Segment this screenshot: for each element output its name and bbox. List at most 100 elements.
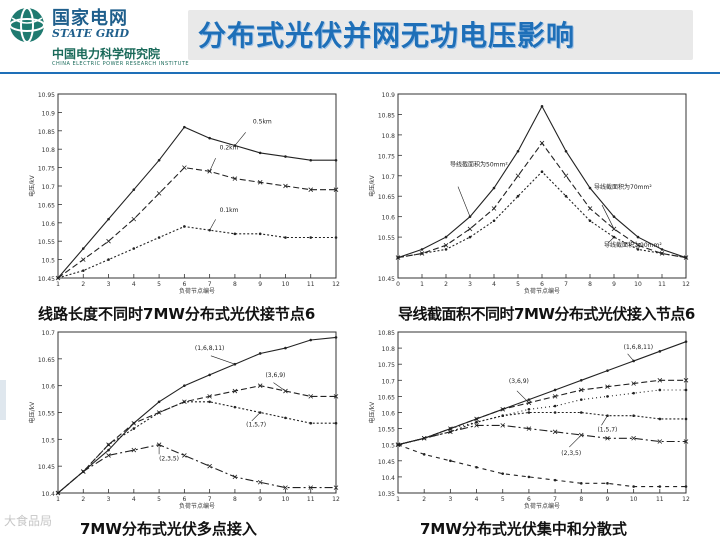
data-point — [207, 168, 212, 174]
data-point — [183, 384, 186, 387]
data-point — [631, 435, 636, 441]
data-point — [635, 243, 641, 248]
data-point — [308, 485, 314, 490]
series-line — [57, 126, 336, 279]
institute-name-cn: 中国电力科学研究院 — [52, 47, 161, 61]
data-point — [183, 125, 186, 129]
data-point — [207, 394, 212, 399]
data-point — [283, 183, 288, 189]
x-tick-label: 6 — [182, 496, 186, 503]
x-tick-label: 9 — [612, 281, 616, 288]
x-tick-label: 8 — [233, 496, 237, 503]
side-tab — [0, 380, 6, 420]
data-point — [232, 474, 238, 480]
data-point — [683, 378, 689, 383]
y-tick-label: 10.85 — [38, 129, 55, 136]
data-point — [657, 378, 663, 383]
data-point — [563, 173, 569, 179]
data-point — [540, 170, 544, 173]
data-point — [334, 336, 338, 339]
data-point — [684, 256, 688, 259]
data-point — [258, 352, 262, 355]
data-point — [578, 387, 584, 393]
x-tick-label: 5 — [501, 496, 505, 503]
data-point — [449, 459, 452, 463]
x-tick-label: 11 — [656, 496, 664, 503]
data-point — [606, 395, 609, 398]
data-point — [422, 453, 426, 456]
x-tick-label: 9 — [258, 496, 262, 503]
data-point — [443, 243, 449, 248]
x-tick-label: 2 — [422, 496, 426, 503]
data-point — [474, 416, 479, 422]
label-leader — [601, 415, 608, 426]
y-tick-label: 10.8 — [382, 133, 396, 140]
x-axis-label: 负荷节点编号 — [524, 502, 560, 510]
x-tick-label: 1 — [420, 281, 424, 288]
data-point — [131, 420, 137, 426]
data-point — [208, 136, 211, 140]
series-line — [397, 105, 687, 259]
y-axis-label: 电压/kV — [368, 174, 376, 196]
series-label: (1,5,7) — [246, 422, 266, 429]
data-point — [55, 490, 61, 496]
chart-panel-cross-section: 10.45 10.55 10.6 10.65 10.7 10.75 10.8 10.85 10.… — [360, 88, 700, 296]
data-point — [468, 235, 472, 239]
data-point — [257, 383, 263, 388]
data-point — [579, 411, 583, 414]
data-point — [492, 219, 496, 223]
series-label: 0.5km — [253, 119, 272, 126]
x-tick-label: 10 — [282, 496, 290, 503]
x-tick-label: 6 — [182, 281, 186, 288]
series-line — [397, 341, 687, 446]
data-point — [605, 435, 610, 441]
data-point — [631, 381, 636, 386]
x-tick-label: 4 — [132, 281, 136, 288]
x-axis-label: 负荷节点编号 — [179, 502, 215, 510]
series-label: 0.1km — [220, 207, 239, 214]
series-line — [397, 142, 687, 259]
data-point — [233, 362, 237, 366]
data-point — [258, 232, 262, 236]
label-leader — [457, 186, 471, 217]
data-point — [334, 158, 338, 162]
y-axis-label: 电压/kV — [28, 174, 36, 196]
data-point — [309, 236, 313, 239]
series-label: 导线截面积为50mm² — [450, 161, 508, 169]
label-leader — [569, 434, 582, 448]
label-leader — [209, 157, 216, 172]
data-point — [588, 186, 592, 190]
x-tick-label: 10 — [634, 281, 642, 288]
data-point — [660, 252, 664, 255]
data-point — [553, 411, 557, 414]
data-point — [308, 187, 314, 192]
page-title: 分布式光伏并网无功电压影响 — [198, 19, 576, 52]
chart-panel-centralized: 10.35 10.4 10.45 10.5 10.55 10.6 10.65 10.7 10.7… — [360, 326, 700, 511]
data-point — [632, 414, 635, 418]
y-tick-label: 10.6 — [382, 215, 396, 222]
data-point — [333, 187, 339, 192]
data-point — [81, 247, 85, 250]
y-tick-label: 10.75 — [38, 166, 55, 173]
x-tick-label: 12 — [682, 281, 690, 288]
y-tick-label: 10.6 — [42, 384, 56, 391]
data-point — [552, 429, 558, 435]
x-tick-label: 5 — [516, 281, 520, 288]
caption-centralized: 7MW分布式光伏集中和分散式 — [420, 520, 627, 538]
y-tick-label: 10.45 — [38, 464, 55, 471]
x-tick-label: 7 — [564, 281, 568, 288]
data-point — [564, 194, 568, 198]
data-point — [636, 235, 640, 239]
data-point — [106, 453, 111, 458]
data-point — [587, 206, 593, 211]
data-point — [515, 173, 521, 179]
data-point — [449, 427, 452, 430]
data-point — [232, 388, 238, 394]
data-point — [157, 411, 161, 414]
data-point — [475, 420, 478, 424]
data-point — [539, 140, 545, 146]
data-point — [283, 485, 288, 490]
data-point — [564, 149, 568, 153]
x-tick-label: 2 — [444, 281, 448, 288]
y-tick-label: 10.65 — [378, 394, 395, 401]
